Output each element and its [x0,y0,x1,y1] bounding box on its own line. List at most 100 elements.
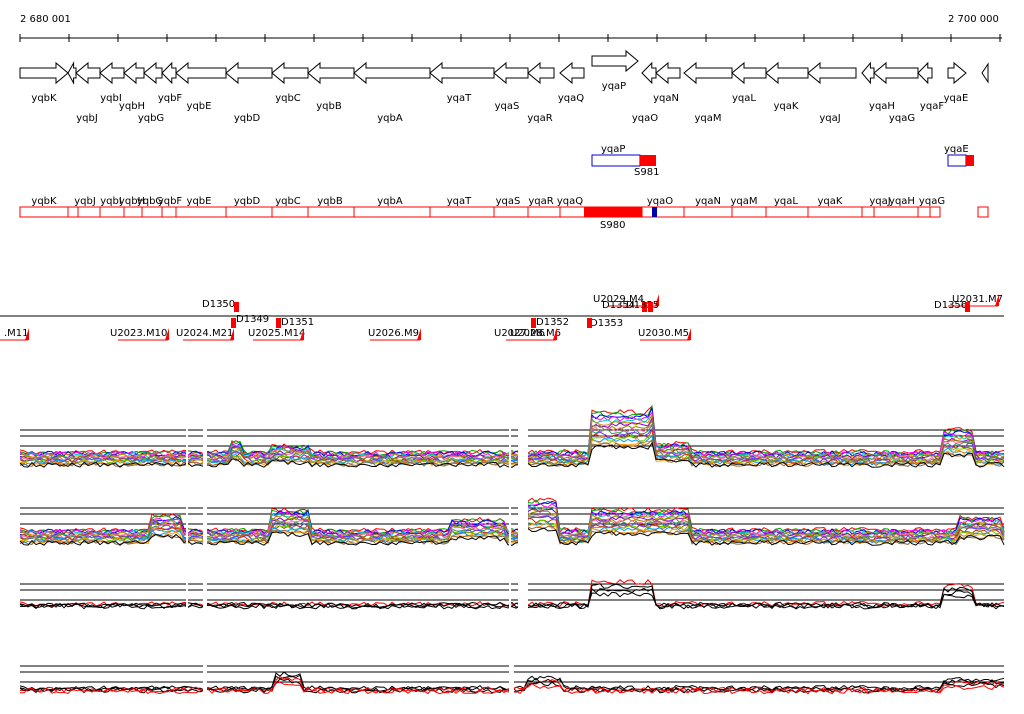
antisense-box [873,206,919,218]
downshift-label: D1355 [626,300,659,311]
antisense-box [977,206,989,218]
profile-gap [186,480,188,550]
antisense-box [929,206,941,218]
antisense-box [77,206,101,218]
profile-line [19,405,1005,456]
antisense-box [655,206,685,218]
antisense-box [861,206,875,218]
profile-line [19,525,1005,546]
gene-label: yqaT [447,93,472,104]
downshift-marker [234,302,239,312]
antisense-gene-label: yqbB [317,196,343,207]
gene-arrow [527,61,555,85]
gene-arrow [765,61,809,85]
antisense-box [765,206,809,218]
antisense-gene-label: yqbE [187,196,212,207]
upshift-label: U2030.M5 [638,328,689,339]
profile-line [19,427,1005,464]
gene-arrow [67,61,77,85]
gene-arrow [807,61,857,85]
gene-label: yqaL [732,93,756,104]
gene-arrow [271,61,309,85]
gene-label: yqaG [889,113,915,124]
upshift-marker [417,328,421,340]
downshift-label: D1353 [590,318,623,329]
antisense-gene-label: yqbD [234,196,261,207]
profile-line [19,579,1005,608]
gene-label: yqbI [100,93,122,104]
gene-label: yqaK [774,101,799,112]
sense-feature-track: yqaP S981 yqaE [591,144,974,178]
downshift-label: D1351 [281,317,314,328]
gene-arrow [161,61,177,85]
gene-label: yqbF [158,93,183,104]
upshift-label: .M11 [4,328,29,339]
profile-gap [509,402,511,472]
antisense-gene-label: yqaK [818,196,843,207]
antisense-gene-label: yqaO [647,196,673,207]
gene-label: yqaM [694,113,721,124]
gene-label: yqaE [944,93,969,104]
antisense-gene-label: yqaM [730,196,757,207]
gene-label: yqaP [602,81,626,92]
gene-arrow [559,61,585,85]
antisense-box [175,206,227,218]
gene-arrow [947,61,967,85]
antisense-box [99,206,125,218]
profile-gap [203,402,207,472]
antisense-site-block [584,207,642,217]
profile-gap [186,402,188,472]
gene-arrow [683,61,733,85]
gene-label: yqbG [138,113,164,124]
antisense-gene-label: yqbI [100,196,122,207]
upshift-label: U2024.M21 [176,328,233,339]
gene-arrow [19,61,69,85]
antisense-box [161,206,177,218]
gene-label: yqaF [920,101,944,112]
downshift-marker [276,318,281,328]
profile-line [19,438,1005,468]
antisense-site-label: S980 [600,220,625,231]
antisense-gene-label: yqaG [919,196,945,207]
antisense-gene-label: yqaQ [557,196,583,207]
gene-arrow [861,61,875,85]
gene-label: yqaN [653,93,679,104]
antisense-gene-label: yqbF [158,196,183,207]
profile-line [19,407,1005,457]
gene-arrow [981,62,989,84]
gene-arrow [353,61,431,85]
gene-arrow [175,61,227,85]
downshift-label: D1354 [602,300,635,311]
gene-arrow [123,61,145,85]
profile-gap [203,556,207,626]
gene-arrow [873,61,919,85]
antisense-gene-label: yqbG [137,196,163,207]
downshift-marker [531,318,536,328]
antisense-gene-label: yqbA [377,196,403,207]
antisense-marker [652,207,657,217]
gene-label: yqbB [316,101,342,112]
upshift-marker [165,328,169,340]
gene-arrow [307,61,355,85]
gene-label: yqbJ [76,113,98,124]
downshift-marker [965,302,970,312]
upshift-marker [995,294,999,306]
upshift-marker [553,328,557,340]
sense-gene-label: yqaE [944,144,969,155]
ruler-start-label: 2 680 001 [20,14,71,25]
gene-label: yqbC [275,93,301,104]
antisense-box [123,206,143,218]
expression-profiles [19,402,1005,708]
profile-gap [518,402,528,472]
antisense-gene-label: yqaR [528,196,553,207]
gene-arrow [655,61,681,85]
profile-line [19,404,1005,457]
sense-site-label: S981 [634,167,659,178]
sense-site-block [640,155,656,166]
gene-label: yqbH [119,101,145,112]
profile-line [19,527,1005,546]
